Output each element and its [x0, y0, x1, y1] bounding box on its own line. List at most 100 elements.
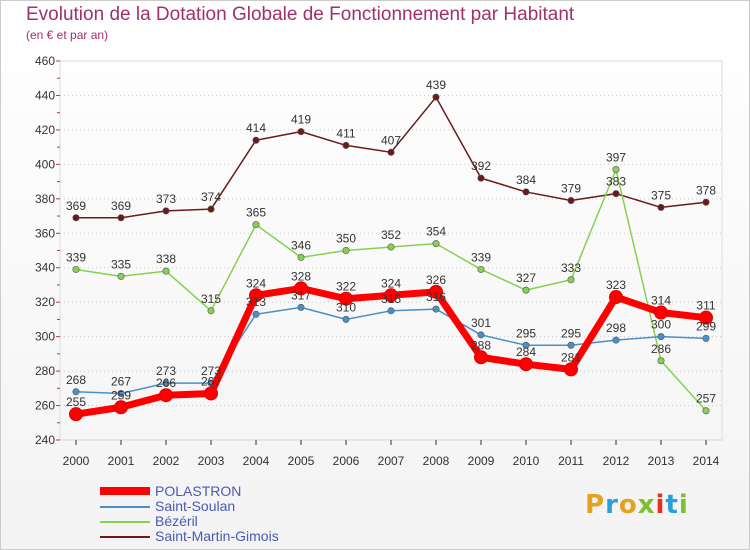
data-label: 397 [606, 151, 626, 165]
data-label: 313 [246, 295, 266, 309]
x-tick-label: 2000 [63, 454, 90, 468]
data-label: 373 [156, 192, 176, 206]
data-label: 324 [381, 276, 401, 290]
y-tick-label: 260 [35, 399, 55, 413]
y-tick-label: 280 [35, 364, 55, 378]
data-label: 369 [66, 199, 86, 213]
x-tick-label: 2001 [108, 454, 135, 468]
data-point [432, 305, 440, 313]
data-label: 315 [381, 292, 401, 306]
data-point [72, 214, 80, 222]
data-label: 339 [66, 250, 86, 264]
data-point [477, 265, 485, 273]
data-label: 299 [696, 319, 716, 333]
data-point [612, 166, 620, 174]
data-point [702, 334, 710, 342]
data-label: 335 [111, 257, 131, 271]
data-point [252, 136, 260, 144]
legend-label-bezeril: Bézéril [155, 513, 198, 529]
data-label: 322 [336, 280, 356, 294]
x-tick-label: 2007 [378, 454, 405, 468]
logo-letter: P [585, 490, 606, 520]
data-point [162, 379, 170, 387]
data-point [162, 207, 170, 215]
x-tick-label: 2004 [243, 454, 270, 468]
data-point [207, 307, 215, 315]
x-tick-label: 2008 [423, 454, 450, 468]
data-label: 384 [516, 173, 536, 187]
y-tick-label: 420 [35, 123, 55, 137]
y-tick-label: 320 [35, 295, 55, 309]
data-label: 268 [66, 373, 86, 387]
data-label: 273 [156, 364, 176, 378]
x-tick-label: 2002 [153, 454, 180, 468]
data-label: 300 [651, 318, 671, 332]
data-label: 267 [111, 374, 131, 388]
data-label: 378 [696, 183, 716, 197]
data-label: 316 [426, 290, 446, 304]
data-point [294, 281, 308, 296]
data-label: 339 [471, 250, 491, 264]
data-point [567, 276, 575, 284]
data-label: 326 [426, 273, 446, 287]
data-label: 281 [561, 350, 581, 364]
data-point [72, 265, 80, 273]
data-point [699, 310, 713, 325]
x-tick-label: 2011 [558, 454, 584, 468]
x-tick-label: 2006 [333, 454, 360, 468]
data-label: 407 [381, 133, 401, 147]
data-label: 286 [651, 342, 671, 356]
data-label: 383 [606, 175, 626, 189]
data-label: 414 [246, 121, 266, 135]
data-point [567, 197, 575, 205]
data-point [387, 243, 395, 251]
data-label: 324 [246, 276, 266, 290]
x-tick-label: 2012 [603, 454, 630, 468]
data-label: 439 [426, 78, 446, 92]
data-label: 295 [516, 326, 536, 340]
data-point [432, 93, 440, 101]
data-point [657, 203, 665, 211]
data-point [342, 141, 350, 149]
data-point [297, 128, 305, 136]
data-point [162, 267, 170, 275]
data-label: 273 [201, 364, 221, 378]
y-tick-label: 440 [35, 88, 55, 102]
x-tick-label: 2009 [468, 454, 495, 468]
legend-swatch-saint-martin-gimois [100, 536, 150, 538]
legend-label-polastron: POLASTRON [155, 483, 242, 499]
data-point [657, 357, 665, 365]
y-tick-label: 300 [35, 330, 55, 344]
data-label: 314 [651, 294, 671, 308]
legend-label-saint-martin-gimois: Saint-Martin-Gimois [155, 528, 279, 544]
data-point [567, 341, 575, 349]
data-label: 328 [291, 269, 311, 283]
x-tick-label: 2010 [513, 454, 540, 468]
data-point [252, 221, 260, 229]
y-tick-label: 380 [35, 192, 55, 206]
data-point [657, 333, 665, 341]
data-label: 375 [651, 188, 671, 202]
data-point [522, 286, 530, 294]
data-point [387, 148, 395, 156]
data-point [252, 310, 260, 318]
data-point [477, 331, 485, 339]
data-label: 311 [696, 299, 715, 313]
logo-letter: o [618, 490, 638, 520]
data-point [342, 315, 350, 323]
data-label: 323 [606, 278, 626, 292]
logo-letter: t [665, 490, 679, 520]
proxiti-logo: Proxiti [585, 490, 689, 520]
data-label: 369 [111, 199, 131, 213]
data-point [564, 362, 578, 377]
data-label: 301 [471, 316, 491, 330]
data-label: 338 [156, 252, 176, 266]
data-point [384, 288, 398, 303]
data-point [387, 307, 395, 315]
data-point [297, 303, 305, 311]
data-point [522, 341, 530, 349]
chart-subtitle: (en € et par an) [26, 28, 109, 42]
y-tick-label: 340 [35, 261, 55, 275]
data-label: 419 [291, 113, 311, 127]
